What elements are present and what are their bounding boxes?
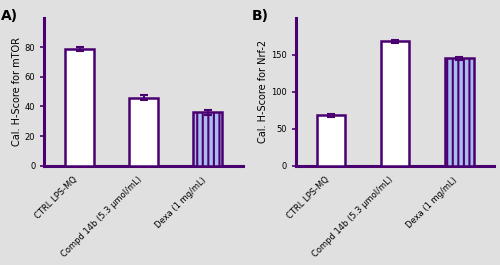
Bar <box>380 41 410 166</box>
Y-axis label: Cal. H-Score for mTOR: Cal. H-Score for mTOR <box>12 37 22 146</box>
Text: A): A) <box>0 9 18 23</box>
Y-axis label: Cal. H-Score for Nrf-2: Cal. H-Score for Nrf-2 <box>258 40 268 143</box>
Bar <box>130 98 158 166</box>
Bar <box>194 112 222 166</box>
Bar <box>316 115 346 166</box>
Bar <box>65 49 94 166</box>
Text: B): B) <box>252 9 269 23</box>
Bar <box>445 59 474 166</box>
